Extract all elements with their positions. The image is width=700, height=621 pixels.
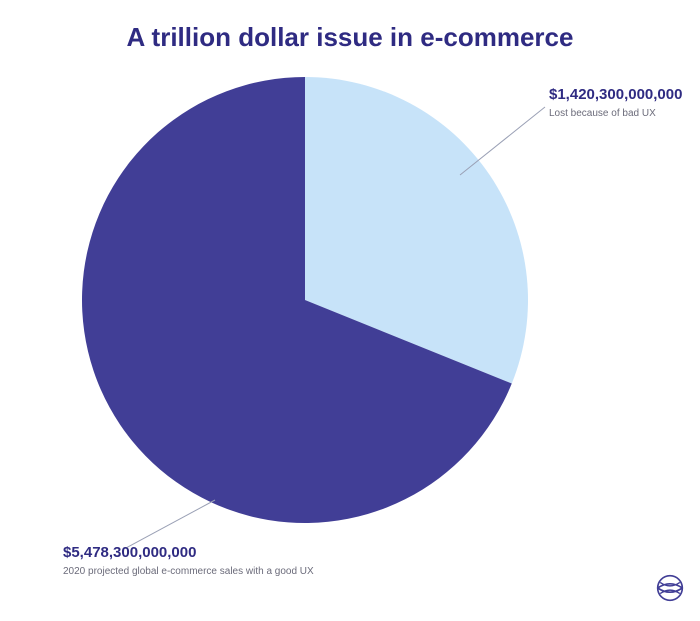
callout-good-ux-label: 2020 projected global e-commerce sales w…	[63, 566, 314, 579]
callout-lost-ux-label: Lost because of bad UX	[549, 108, 682, 121]
callout-line-good-ux	[126, 500, 215, 548]
callout-lost-ux-value: $1,420,300,000,000	[549, 86, 682, 105]
callout-lost-ux: $1,420,300,000,000 Lost because of bad U…	[549, 86, 682, 120]
pie-slices	[82, 77, 528, 523]
callout-line-lost-ux	[460, 107, 545, 175]
callout-good-ux: $5,478,300,000,000 2020 projected global…	[63, 544, 314, 578]
callout-good-ux-value: $5,478,300,000,000	[63, 544, 314, 563]
brand-logo-icon	[656, 574, 684, 607]
